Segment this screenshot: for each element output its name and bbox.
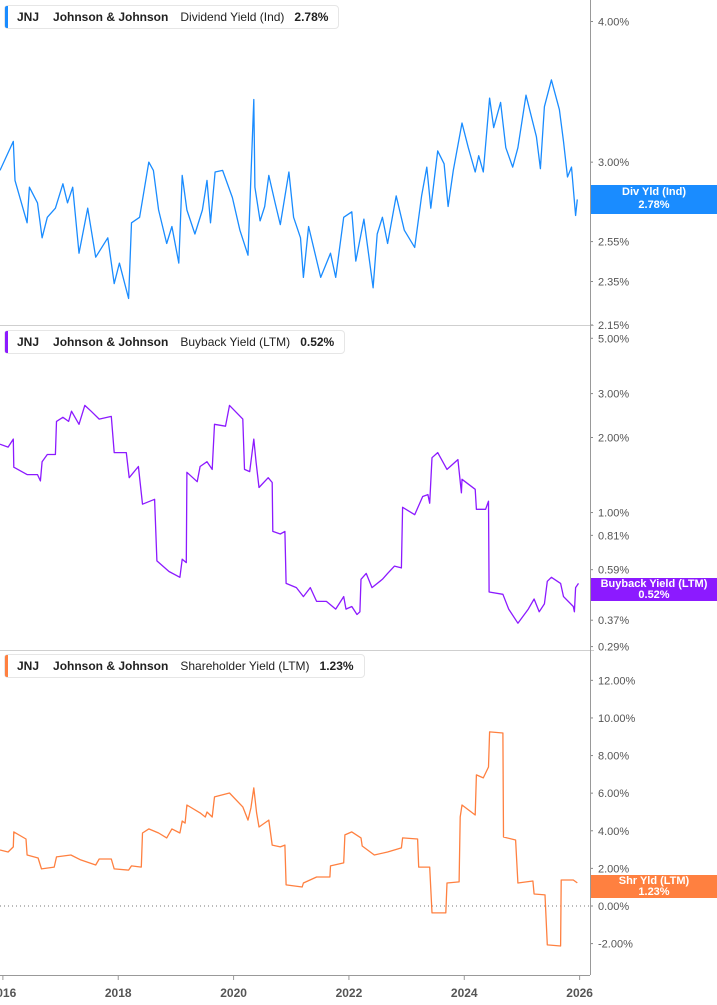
legend-value: 1.23% [319, 659, 354, 673]
legend-company: Johnson & Johnson [53, 659, 169, 673]
x-tick-label: 2022 [336, 986, 363, 1000]
legend-dividend-yield: JNJ Johnson & Johnson Dividend Yield (In… [4, 5, 340, 29]
x-tick-label: 2026 [566, 986, 593, 1000]
y-tick-label: 2.15% [598, 320, 629, 332]
legend-buyback-yield: JNJ Johnson & Johnson Buyback Yield (LTM… [4, 330, 346, 354]
legend-shareholder-yield: JNJ Johnson & Johnson Shareholder Yield … [4, 654, 365, 678]
y-tick-label: 0.59% [598, 565, 629, 577]
series-line-buyback-yield-ltm [0, 404, 580, 624]
y-tick-label: 2.00% [598, 863, 629, 875]
current-value-badge-buyback: Buyback Yield (LTM) 0.52% [591, 578, 717, 601]
badge-value: 0.52% [638, 588, 670, 601]
series-line-shareholder-yield-ltm [0, 731, 578, 947]
y-tick-label: 3.00% [598, 389, 629, 401]
y-tick-label: 3.00% [598, 157, 629, 169]
y-tick-label: 0.00% [598, 901, 629, 913]
x-tick-label: 2018 [105, 986, 132, 1000]
y-tick-label: 0.29% [598, 642, 629, 654]
legend-value: 0.52% [300, 335, 335, 349]
legend-metric: Shareholder Yield (LTM) [180, 659, 310, 673]
y-tick-label: 8.00% [598, 751, 629, 763]
legend-company: Johnson & Johnson [53, 335, 169, 349]
y-tick-label: 1.00% [598, 508, 629, 520]
legend-ticker: JNJ [17, 335, 40, 349]
y-tick-label: 2.55% [598, 237, 629, 249]
badge-value: 1.23% [638, 885, 670, 898]
x-tick-label: 2020 [220, 986, 247, 1000]
y-tick-label: 0.81% [598, 530, 629, 542]
legend-value: 2.78% [294, 10, 329, 24]
badge-label: Buyback Yield (LTM) [600, 577, 708, 590]
series-color-swatch [5, 331, 8, 353]
legend-metric: Buyback Yield (LTM) [180, 335, 291, 349]
y-tick-label: 6.00% [598, 788, 629, 800]
y-tick-label: 10.00% [598, 713, 636, 725]
legend-company: Johnson & Johnson [53, 10, 169, 24]
badge-label: Div Yld (Ind) [622, 186, 686, 198]
badge-label: Shr Yld (LTM) [618, 874, 690, 887]
y-tick-label: 2.35% [598, 277, 629, 289]
legend-metric: Dividend Yield (Ind) [180, 10, 285, 24]
current-value-badge-shareholder: Shr Yld (LTM) 1.23% [591, 875, 717, 898]
y-tick-label: 0.37% [598, 615, 629, 627]
legend-ticker: JNJ [17, 659, 40, 673]
current-value-badge-dividend: Div Yld (Ind) 2.78% [591, 185, 717, 214]
y-tick-label: 2.00% [598, 432, 629, 444]
y-tick-label: 4.00% [598, 826, 629, 838]
x-tick-label: 2024 [451, 986, 478, 1000]
series-color-swatch [5, 655, 8, 677]
y-tick-label: 12.00% [598, 675, 636, 687]
x-tick-label: 2016 [0, 986, 17, 1000]
legend-ticker: JNJ [17, 10, 40, 24]
y-tick-label: 5.00% [598, 333, 629, 345]
series-color-swatch [5, 6, 8, 28]
y-tick-label: -2.00% [598, 939, 633, 951]
y-tick-label: 4.00% [598, 17, 629, 29]
badge-value: 2.78% [638, 199, 670, 211]
series-line-dividend-yield-ind [0, 79, 578, 300]
